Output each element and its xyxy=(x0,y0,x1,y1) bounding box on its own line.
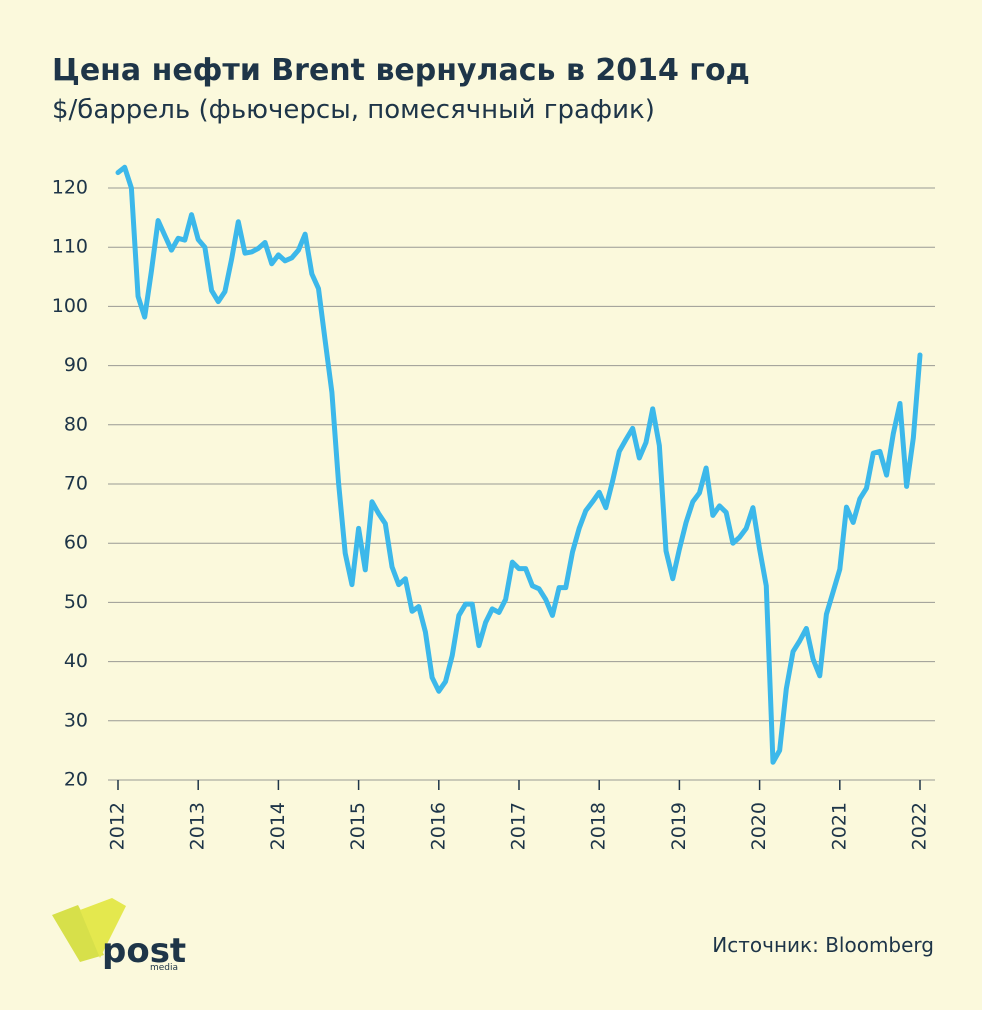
y-tick-label: 20 xyxy=(64,769,88,791)
x-tick-label: 2013 xyxy=(187,802,209,850)
data-line xyxy=(115,164,923,765)
logo-shape xyxy=(52,905,104,962)
logo-shape xyxy=(80,898,126,958)
chart-title: Цена нефти Brent вернулась в 2014 год xyxy=(52,53,750,88)
y-tick-label: 100 xyxy=(52,295,88,317)
x-tick-label: 2017 xyxy=(508,802,530,850)
plot: 20 30 40 50 60 70 80 90 100 110 120 2012 2013 2014 201… xyxy=(52,164,935,850)
logo-subtext: media xyxy=(150,963,178,973)
x-tick-label: 2015 xyxy=(347,802,369,850)
x-tick-label: 2022 xyxy=(909,802,931,850)
logo-text: post xyxy=(102,931,186,971)
y-tick-label: 50 xyxy=(64,591,88,613)
x-tick-label: 2016 xyxy=(427,802,449,850)
x-tick-label: 2021 xyxy=(828,802,850,850)
x-tick-label: 2020 xyxy=(748,802,770,850)
y-tick-label: 90 xyxy=(64,354,88,376)
y-tick-label: 60 xyxy=(64,532,88,554)
y-tick-label: 30 xyxy=(64,709,88,731)
y-tick-label: 80 xyxy=(64,413,88,435)
y-tick-label: 110 xyxy=(52,236,88,258)
x-tick-label: 2012 xyxy=(107,802,129,850)
source: Источник: Bloomberg xyxy=(712,933,934,957)
y-tick-label: 40 xyxy=(64,650,88,672)
x-tick-label: 2019 xyxy=(668,802,690,850)
y-tick-label: 120 xyxy=(52,177,88,199)
logo: post media xyxy=(52,898,186,973)
chart-subtitle: $/баррель (фьючерсы, помесячный график) xyxy=(52,95,655,125)
x-tick-label: 2014 xyxy=(267,802,289,850)
x-tick-label: 2018 xyxy=(588,802,610,850)
y-tick-label: 70 xyxy=(64,473,88,495)
